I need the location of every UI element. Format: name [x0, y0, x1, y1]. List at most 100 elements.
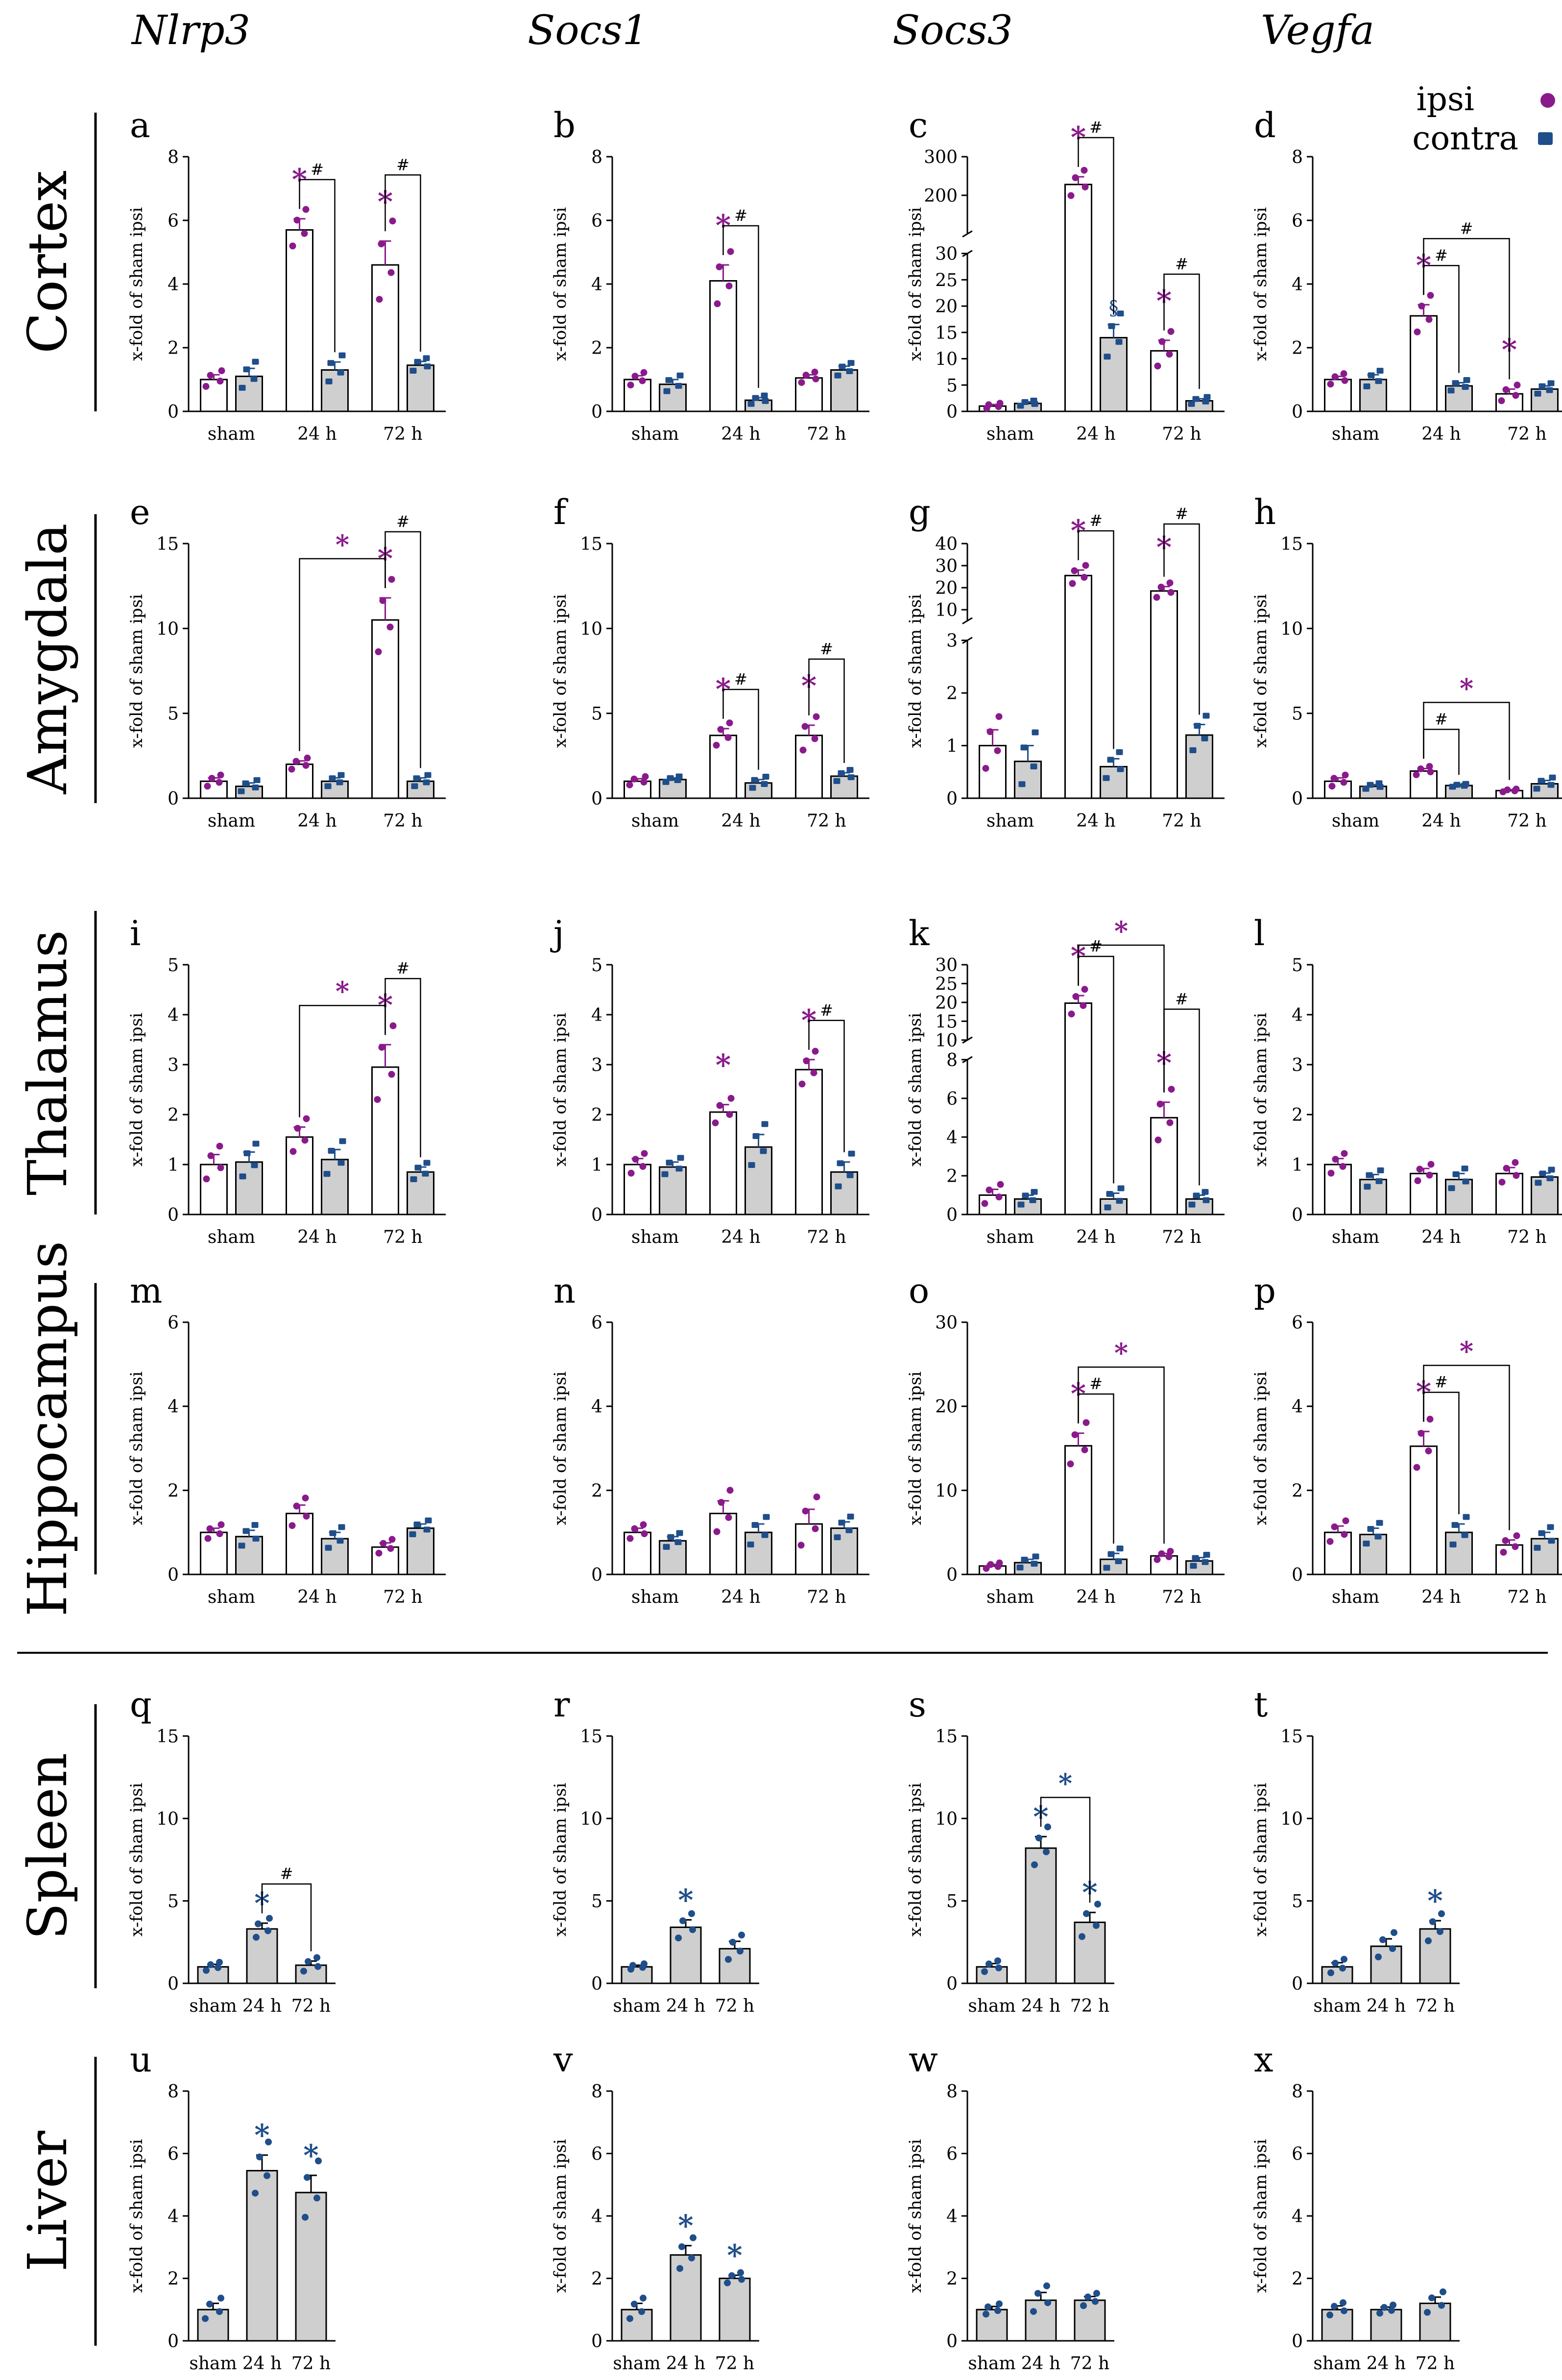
data-point [1072, 993, 1080, 1000]
data-point [1202, 398, 1209, 405]
data-point [811, 368, 818, 376]
data-point [726, 1111, 733, 1118]
bar-organ [719, 2278, 751, 2342]
data-point [812, 375, 819, 382]
y-tick-label: 0 [946, 1205, 958, 1225]
x-tick-label: sham [986, 1227, 1034, 1247]
data-point [688, 2254, 695, 2261]
x-tick-label: 24 h [242, 2354, 282, 2374]
data-point [847, 360, 855, 366]
y-tick-label: 3 [1292, 1055, 1303, 1075]
y-tick-label: 15 [1280, 1727, 1303, 1747]
y-tick-label: 15 [580, 1727, 602, 1747]
panel-letter: r [553, 1685, 570, 1725]
panel-letter: m [130, 1271, 162, 1311]
bracket-label: # [1435, 246, 1448, 264]
data-point [251, 1162, 258, 1168]
x-tick-label: 24 h [666, 2354, 705, 2374]
x-tick-label: sham [1313, 2354, 1361, 2374]
data-point [983, 1565, 990, 1572]
data-point [1327, 1169, 1335, 1177]
data-point [737, 2269, 744, 2276]
data-point [810, 1069, 817, 1076]
y-tick-label: 6 [1292, 2144, 1303, 2165]
bar-organ [1074, 1921, 1106, 1984]
data-point [630, 775, 638, 783]
bar-organ [1370, 2309, 1402, 2342]
bar-contra [235, 1536, 263, 1575]
data-point [424, 772, 432, 778]
data-point [847, 774, 855, 781]
row-label-amygdala: Amygdala [16, 523, 79, 794]
y-tick-label: 0 [1292, 2332, 1303, 2352]
y-tick-label: 10 [935, 1809, 958, 1829]
panel-letter: i [130, 913, 141, 953]
bar-organ [976, 2309, 1008, 2342]
data-point [217, 771, 224, 779]
x-tick-label: sham [208, 1227, 255, 1247]
bar-organ [1321, 1966, 1353, 1984]
data-point [1108, 323, 1115, 329]
data-point [325, 378, 333, 384]
data-point [1546, 387, 1553, 393]
x-tick-label: 24 h [721, 1227, 760, 1247]
y-axis-label: x-fold of sham ipsi [1251, 207, 1271, 361]
data-point [378, 1044, 385, 1051]
bar-ipsi [1495, 1544, 1523, 1575]
data-point [409, 1531, 416, 1537]
significance-star: * [678, 2209, 693, 2243]
panel-o: o 0 10 20 30 x-fold of sham ipsi sham 24 h 72 h *… [906, 1271, 1225, 1607]
row-label-liver: Liver [16, 2131, 79, 2272]
legend-contra-label: contra [1412, 119, 1518, 157]
x-tick-label: 24 h [1076, 1587, 1115, 1607]
y-tick-label: 30 [935, 244, 958, 264]
data-point [811, 735, 818, 742]
y-tick-label: 8 [946, 1050, 958, 1071]
data-point [203, 1967, 210, 1974]
data-point [665, 377, 673, 383]
data-point [1367, 782, 1374, 788]
data-point [1332, 1959, 1339, 1967]
data-point [1104, 1204, 1111, 1211]
bar-organ [670, 2254, 702, 2342]
bar-organ [719, 1948, 751, 1984]
significance-bracket [1040, 1797, 1091, 1903]
y-tick-label: 30 [935, 955, 958, 976]
data-point [813, 713, 820, 720]
significance-star: * [303, 2139, 318, 2173]
data-point [1503, 1165, 1510, 1172]
y-tick-label: 20 [935, 578, 958, 598]
x-tick-label: 72 h [383, 1227, 422, 1247]
data-point [413, 1522, 421, 1528]
data-point [1153, 594, 1160, 601]
data-point [1417, 765, 1424, 772]
panel-t: t 0 5 10 15 x-fold of sham ipsi sham 24 h 72 h * [1251, 1685, 1460, 2016]
bracket-label: # [1089, 1375, 1103, 1393]
data-point [1030, 2308, 1037, 2315]
data-point [375, 648, 382, 655]
data-point [1030, 397, 1037, 404]
data-point [1413, 1464, 1420, 1471]
x-tick-label: 24 h [297, 424, 336, 444]
y-axis-label: x-fold of sham ipsi [906, 1783, 925, 1936]
data-point [641, 1150, 648, 1157]
y-tick-label: 8 [1292, 2082, 1303, 2102]
data-point [747, 1541, 754, 1547]
data-point [995, 713, 1003, 720]
data-point [846, 1172, 854, 1178]
data-point [1513, 785, 1520, 793]
bar-ipsi [709, 1111, 737, 1215]
significance-bracket [384, 174, 421, 352]
significance-bracket [1163, 1008, 1200, 1186]
data-point [266, 1915, 273, 1922]
bar-organ [295, 1964, 327, 1984]
data-point [1332, 1156, 1339, 1163]
legend-ipsi-label: ipsi [1417, 80, 1474, 118]
data-point [289, 1148, 297, 1155]
data-point [239, 1173, 246, 1180]
y-tick-label: 10 [935, 1481, 958, 1501]
data-point [1426, 1171, 1433, 1179]
bar-contra [235, 376, 263, 412]
data-point [1117, 310, 1124, 317]
